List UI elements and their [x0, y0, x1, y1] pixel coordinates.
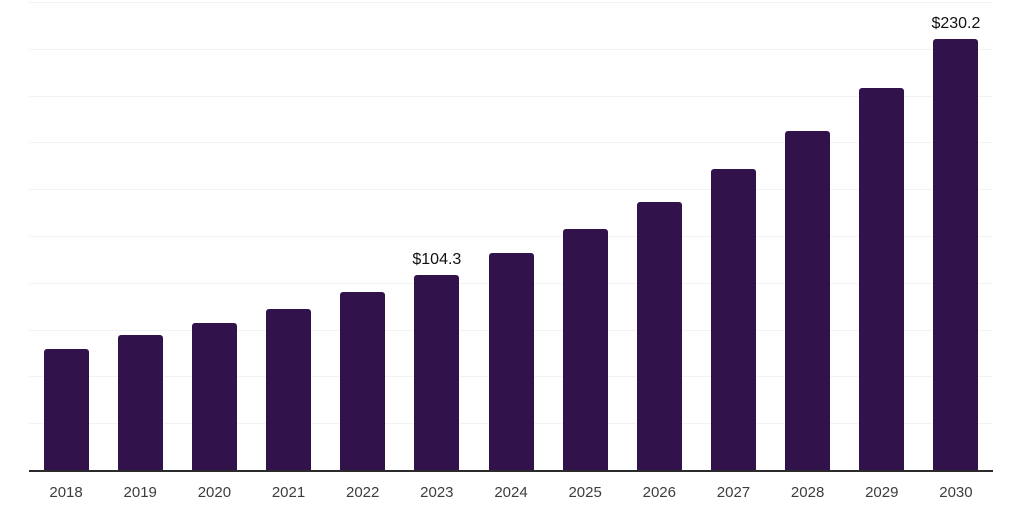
data-label-2023: $104.3	[412, 250, 462, 268]
x-tick-label-2027: 2027	[716, 484, 751, 501]
x-tick-label-2021: 2021	[271, 484, 306, 501]
gridline	[29, 95, 993, 97]
x-tick-label-2028: 2028	[790, 484, 825, 501]
x-tick-label-2020: 2020	[197, 484, 232, 501]
bar-2022	[340, 292, 386, 470]
gridline	[29, 236, 993, 237]
bar-2026	[636, 201, 682, 470]
bar-2030	[933, 39, 979, 470]
bar-2021	[266, 309, 312, 470]
x-tick-label-2025: 2025	[568, 484, 602, 501]
x-axis-line	[29, 470, 993, 472]
bar-2027	[710, 168, 756, 470]
bar-2028	[785, 130, 831, 470]
bar-2025	[562, 229, 608, 470]
data-label-2030: $230.2	[931, 15, 981, 33]
x-tick-label-2026: 2026	[642, 484, 676, 501]
gridline	[29, 48, 993, 50]
gridline	[29, 142, 993, 144]
bar-2020	[191, 323, 237, 470]
x-tick-label-2023: 2023	[420, 484, 454, 501]
x-tick-label-2018: 2018	[49, 484, 83, 501]
gridline	[29, 189, 993, 191]
x-tick-label-2019: 2019	[123, 484, 157, 501]
bar-2024	[488, 252, 534, 470]
bar-2023	[414, 274, 460, 470]
bar-2029	[859, 87, 905, 470]
x-tick-label-2022: 2022	[346, 484, 380, 501]
bar-2019	[117, 334, 163, 470]
gridline	[29, 2, 993, 3]
x-tick-label-2024: 2024	[494, 484, 528, 501]
x-tick-label-2029: 2029	[865, 484, 899, 501]
x-tick-label-2030: 2030	[939, 484, 973, 501]
bar-2018	[43, 348, 89, 470]
